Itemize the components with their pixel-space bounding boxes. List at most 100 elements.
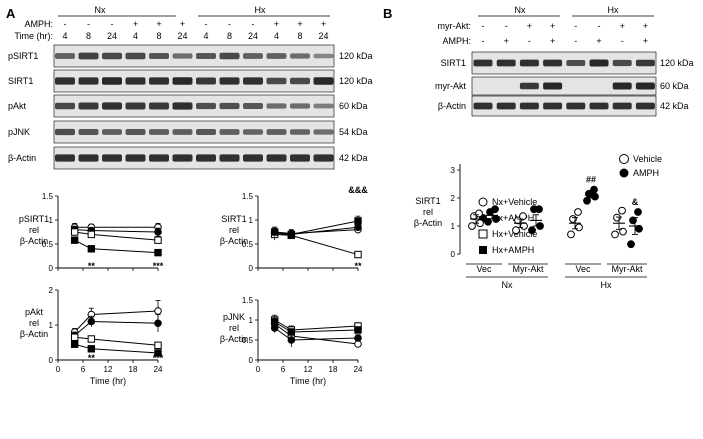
a-time-cell: 4 xyxy=(274,31,279,41)
y-tick-label: 0 xyxy=(49,264,54,273)
a-time-cell: 4 xyxy=(62,31,67,41)
legend-marker-hx-vehicle xyxy=(478,229,488,239)
y-axis-label: SIRT1 xyxy=(221,214,246,224)
y-axis-label: rel xyxy=(29,225,39,235)
a-blot-band xyxy=(149,129,169,135)
significance-mark: *** xyxy=(153,261,164,271)
b-blot-label: SIRT1 xyxy=(441,58,466,68)
y-axis-label: pSIRT1 xyxy=(19,214,49,224)
b-y-tick-label: 1 xyxy=(451,222,456,231)
b-blot-band xyxy=(635,82,655,90)
data-point xyxy=(70,228,79,236)
a-amph-cell: + xyxy=(321,19,326,29)
b-data-point xyxy=(468,222,476,230)
b-amph-cell: - xyxy=(482,36,485,46)
b-myr-cell: - xyxy=(598,21,601,31)
b-data-point xyxy=(635,224,643,233)
b-data-point xyxy=(634,208,642,216)
b-blot-kda: 120 kDa xyxy=(660,58,694,68)
b-group-2 xyxy=(484,205,500,226)
a-blot-band xyxy=(266,53,287,59)
y-axis-label: rel xyxy=(29,318,39,328)
a-blot-band xyxy=(55,53,75,59)
y-tick-label: 1 xyxy=(49,321,54,330)
a-amph-cell: - xyxy=(111,19,114,29)
b-y-axis-label: SIRT1 xyxy=(415,196,440,206)
a-blot-band xyxy=(219,102,240,110)
b-data-point xyxy=(519,212,527,221)
panel-b-letter: B xyxy=(383,6,392,21)
a-blot-band xyxy=(78,102,99,110)
a-blot-label: β-Actin xyxy=(8,153,36,163)
a-blot-band xyxy=(290,129,310,135)
b-group-6 xyxy=(583,185,599,205)
b-data-point xyxy=(475,209,483,218)
y-tick-label: 1.5 xyxy=(242,192,254,201)
b-amph-cell: + xyxy=(643,36,648,46)
b-group-5 xyxy=(567,208,583,239)
a-blot-frame xyxy=(53,44,335,68)
b-blot-band xyxy=(589,59,609,67)
y-tick-label: 0 xyxy=(249,264,254,273)
b-significance-mark: ## xyxy=(586,175,596,185)
series-line xyxy=(74,343,159,354)
b-data-point xyxy=(512,226,520,235)
y-tick-label: 0.5 xyxy=(242,336,254,345)
a-blot-band xyxy=(102,129,122,135)
a-amph-cell: + xyxy=(274,19,279,29)
panel-b-legend: Vehicle AMPH xyxy=(619,154,662,178)
a-blot-band xyxy=(125,52,146,60)
a-time-cell: 24 xyxy=(177,31,187,41)
b-blot-band xyxy=(473,102,493,110)
significance-mark: ** xyxy=(88,261,96,271)
b-amph-cell: + xyxy=(596,36,601,46)
a-blot-band xyxy=(243,103,263,109)
data-point xyxy=(154,228,162,236)
b-myr-cell: + xyxy=(550,21,555,31)
panel-b-amph-label: AMPH: xyxy=(442,36,471,46)
a-blot-band xyxy=(196,154,216,162)
a-amph-cell: - xyxy=(87,19,90,29)
a-blot-band xyxy=(55,77,75,85)
legend-hx-vehicle: Hx+Vehicle xyxy=(492,229,537,239)
b-myr-cell: + xyxy=(527,21,532,31)
x-tick-label: 6 xyxy=(81,365,86,374)
x-tick-label: 0 xyxy=(56,365,61,374)
a-amph-cell: + xyxy=(156,19,161,29)
a-time-cell: 8 xyxy=(297,31,302,41)
a-amph-cell: + xyxy=(180,19,185,29)
b-amph-cell: + xyxy=(550,36,555,46)
b-data-point xyxy=(535,205,543,214)
b-data-point xyxy=(575,223,583,232)
a-blot-kda: 42 kDa xyxy=(339,153,368,163)
legend-hx-amph: Hx+AMPH xyxy=(492,245,534,255)
a-time-cell: 8 xyxy=(227,31,232,41)
x-tick-label: 6 xyxy=(281,365,286,374)
a-blot-band xyxy=(313,129,334,135)
a-time-cell: 24 xyxy=(107,31,117,41)
b-blot-band xyxy=(519,59,539,67)
a-blot-band xyxy=(172,154,193,162)
b-y-axis-label: rel xyxy=(423,207,433,217)
b-blot-band xyxy=(589,102,609,110)
panel-b-group-nx: Nx xyxy=(515,5,526,15)
b-myr-cell: + xyxy=(620,21,625,31)
b-blot-band xyxy=(566,102,586,110)
b-y-tick-label: 3 xyxy=(451,166,456,175)
a-blot-band xyxy=(219,154,240,162)
a-blot-band xyxy=(102,154,122,162)
b-blot-band xyxy=(543,82,563,90)
b-data-point xyxy=(618,206,626,215)
a-blot-band xyxy=(125,129,146,135)
panel-a-legend: Nx+Vehicle Nx+AMPH Hx+Vehicle Hx+AMPH xyxy=(478,197,537,255)
b-data-point xyxy=(491,205,499,214)
a-blot-band xyxy=(78,129,99,135)
y-tick-label: 0 xyxy=(249,356,254,365)
panel-a-group-nx: Nx xyxy=(95,5,106,15)
series-line xyxy=(74,320,159,336)
a-amph-cell: - xyxy=(64,19,67,29)
